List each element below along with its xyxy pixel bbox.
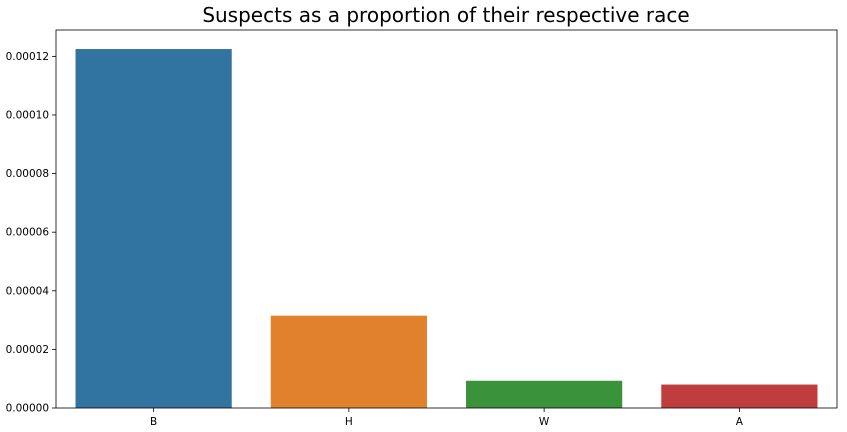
y-tick-label: 0.00012: [6, 51, 49, 63]
x-tick-label: B: [150, 416, 157, 428]
bar-W: [466, 380, 623, 408]
y-tick-label: 0.00000: [6, 403, 49, 415]
bar-B: [75, 49, 232, 409]
x-tick-label: W: [539, 416, 550, 428]
y-axis: 0.00000 0.00002 0.00004 0.00006 0.00008 0.000…: [6, 51, 56, 415]
y-tick-label: 0.00010: [6, 109, 49, 121]
chart-title: Suspects as a proportion of their respec…: [202, 3, 689, 27]
x-tick-label: H: [345, 416, 353, 428]
x-tick-label: A: [736, 416, 744, 428]
y-tick-label: 0.00006: [6, 227, 50, 239]
y-tick-label: 0.00002: [6, 344, 49, 356]
y-tick-label: 0.00004: [6, 285, 50, 297]
bar-H: [270, 315, 427, 408]
plot-area: [75, 49, 818, 409]
y-tick-label: 0.00008: [6, 168, 49, 180]
bar-A: [661, 384, 818, 408]
plot-frame: [55, 29, 838, 409]
